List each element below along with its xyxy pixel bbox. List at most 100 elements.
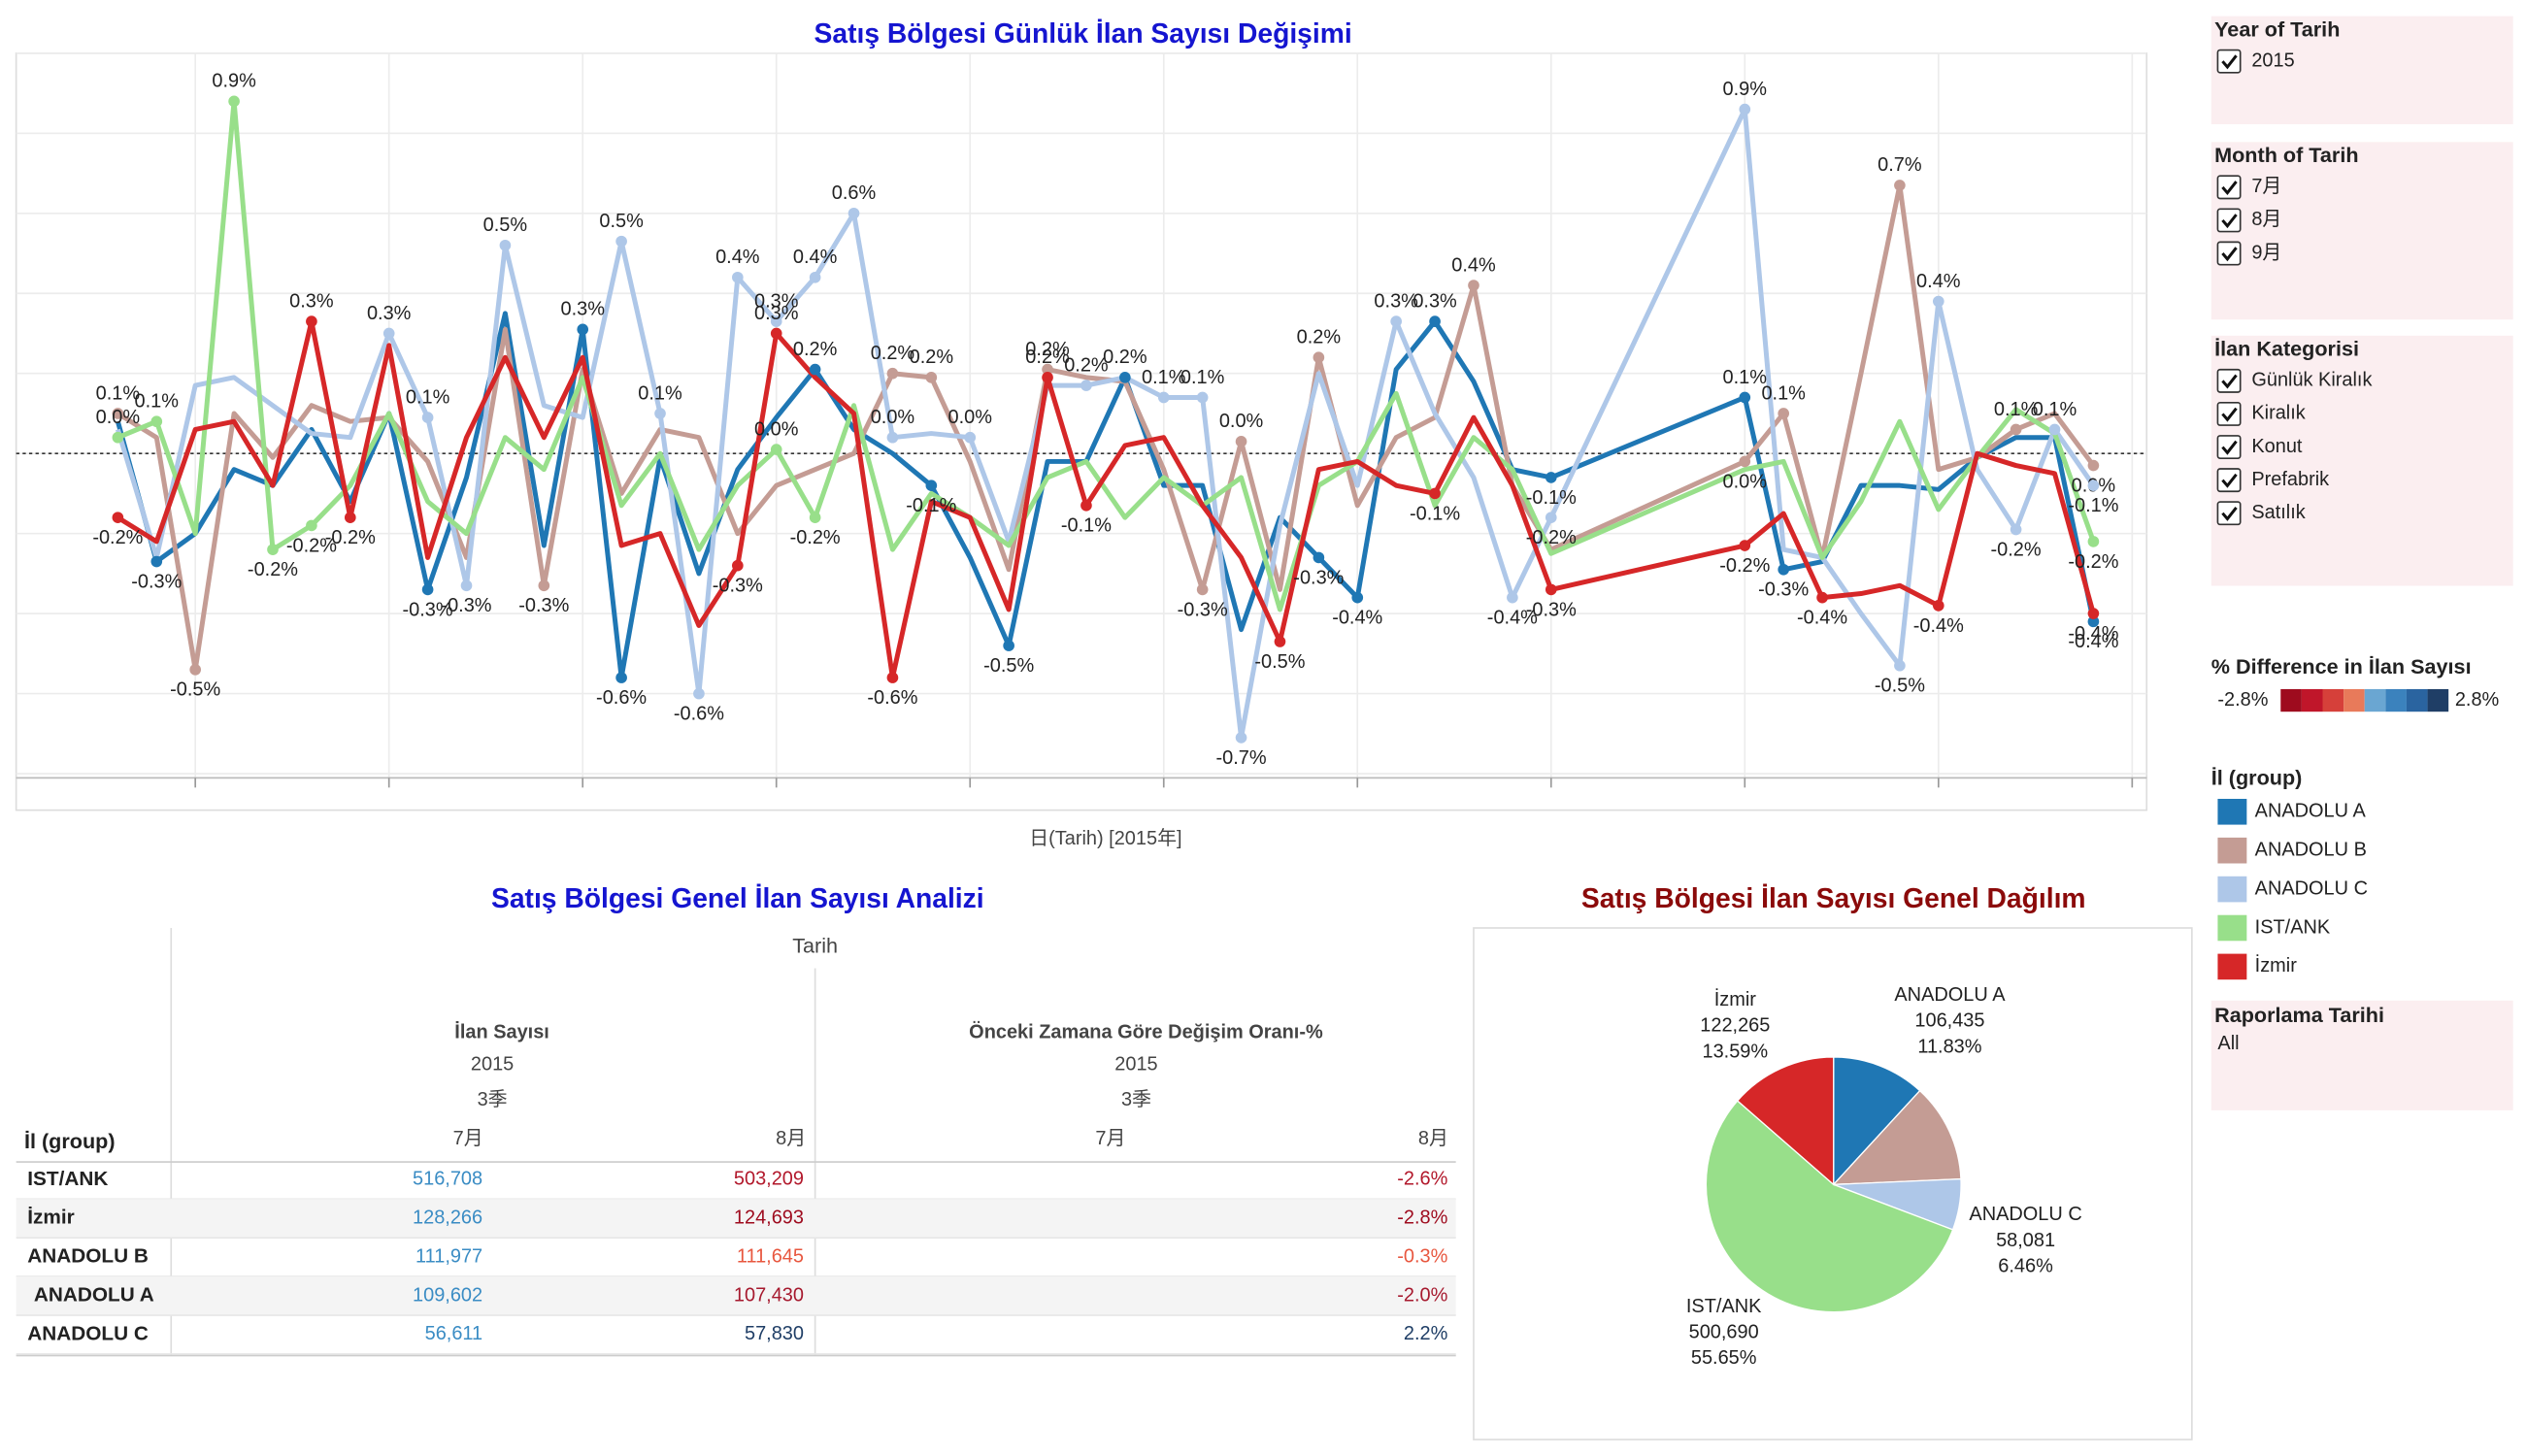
data-label: 0.3% xyxy=(367,303,412,324)
checkbox[interactable] xyxy=(2216,435,2242,460)
data-label: 0.0% xyxy=(1723,471,1768,492)
checkbox[interactable] xyxy=(2216,208,2242,233)
data-label: -0.5% xyxy=(1254,651,1305,673)
filter-item[interactable]: 2015 xyxy=(2251,50,2294,71)
filter-box xyxy=(2210,335,2513,586)
data-point xyxy=(112,408,124,419)
data-label: 0.1% xyxy=(1723,367,1768,388)
data-label: -0.2% xyxy=(286,535,337,556)
data-point xyxy=(1468,280,1479,291)
data-point xyxy=(886,672,899,683)
cell-value: 516,708 xyxy=(413,1169,482,1190)
data-point xyxy=(112,512,124,523)
data-label: 0.2% xyxy=(1297,327,1342,348)
legend-swatch xyxy=(2217,914,2247,942)
data-label: -0.2% xyxy=(1526,527,1577,548)
cell-value: 107,430 xyxy=(734,1284,804,1306)
data-point xyxy=(2087,480,2100,491)
cell-value: 124,693 xyxy=(734,1208,804,1229)
pie-label-value: 58,081 xyxy=(1996,1230,2055,1251)
row-name: IST/ANK xyxy=(27,1168,108,1190)
data-label: 0.1% xyxy=(96,382,141,404)
data-label: 0.2% xyxy=(871,343,915,364)
data-point xyxy=(1739,103,1751,116)
pie-label-name: İzmir xyxy=(1714,988,1757,1010)
filter-value[interactable]: All xyxy=(2217,1033,2239,1054)
pie-label-value: 106,435 xyxy=(1914,1010,1984,1032)
data-label: 0.3% xyxy=(754,290,799,312)
checkbox[interactable] xyxy=(2216,368,2242,393)
data-label: -0.2% xyxy=(2068,551,2118,573)
data-point xyxy=(499,239,512,251)
data-label: 0.4% xyxy=(1451,254,1496,276)
data-point xyxy=(886,431,899,444)
data-point xyxy=(421,583,434,596)
filter-item[interactable]: 9月 xyxy=(2251,242,2281,263)
data-label: 0.1% xyxy=(2033,399,2077,420)
x-axis-label: 日(Tarih) [2015年] xyxy=(1029,827,1181,849)
data-label: 0.0% xyxy=(96,407,141,428)
data-point xyxy=(1196,391,1209,404)
filter-title: Year of Tarih xyxy=(2214,17,2340,41)
checkbox[interactable] xyxy=(2216,49,2242,74)
data-label: -0.5% xyxy=(983,655,1034,677)
cell-value: 503,209 xyxy=(734,1169,804,1190)
data-label: 0.7% xyxy=(1878,154,1922,176)
data-point xyxy=(382,327,395,340)
filter-item[interactable]: Günlük Kiralık xyxy=(2251,370,2372,391)
filter-item[interactable]: 8月 xyxy=(2251,209,2281,230)
checkbox[interactable] xyxy=(2216,468,2242,493)
filter-title: Raporlama Tarihi xyxy=(2214,1003,2384,1027)
filter-item[interactable]: 7月 xyxy=(2251,176,2281,197)
data-label: -0.1% xyxy=(1410,503,1460,524)
filter-box xyxy=(2210,16,2513,125)
filter-item[interactable]: Satılık xyxy=(2251,502,2305,523)
data-label: -0.3% xyxy=(713,576,763,597)
data-label: -0.3% xyxy=(1526,599,1577,620)
filter-item[interactable]: Kiralık xyxy=(2251,403,2305,424)
data-label: 0.2% xyxy=(1025,339,1070,360)
data-label: 0.2% xyxy=(1103,347,1147,368)
checkmark xyxy=(2221,374,2238,389)
cell-change: -0.3% xyxy=(1397,1245,1447,1267)
color-legend-max: 2.8% xyxy=(2455,689,2500,711)
data-point xyxy=(1778,563,1790,576)
pie-label-value: 500,690 xyxy=(1689,1322,1759,1343)
data-point xyxy=(344,512,356,523)
data-point xyxy=(964,431,977,444)
data-label: -0.4% xyxy=(2068,623,2118,645)
data-label: -0.2% xyxy=(1719,555,1770,577)
data-point xyxy=(2010,523,2022,536)
data-point xyxy=(1894,180,1906,191)
legend-swatch xyxy=(2217,953,2247,980)
data-point xyxy=(654,408,666,419)
data-point xyxy=(1157,391,1170,404)
data-label: -0.6% xyxy=(674,703,724,724)
data-point xyxy=(112,431,124,444)
data-point xyxy=(228,95,240,108)
data-point xyxy=(732,559,744,572)
data-point xyxy=(1080,499,1092,512)
legend-swatch xyxy=(2217,837,2247,864)
data-label: -0.2% xyxy=(325,527,376,548)
filter-item[interactable]: Prefabrik xyxy=(2251,469,2329,490)
data-label: 0.5% xyxy=(599,211,644,232)
checkbox[interactable] xyxy=(2216,175,2242,200)
data-point xyxy=(1932,600,1944,612)
data-point xyxy=(1739,391,1751,404)
data-point xyxy=(1739,455,1751,468)
data-point xyxy=(1932,295,1944,308)
checkbox[interactable] xyxy=(2216,401,2242,426)
data-label: 0.2% xyxy=(793,339,838,360)
data-point xyxy=(1351,591,1364,604)
data-point xyxy=(2087,459,2100,472)
data-label: 0.0% xyxy=(871,407,915,428)
checkbox[interactable] xyxy=(2216,501,2242,526)
data-point xyxy=(150,555,163,568)
series-line xyxy=(115,107,2096,741)
filter-item[interactable]: Konut xyxy=(2251,436,2303,457)
pie-slice xyxy=(1705,1100,1954,1313)
checkbox[interactable] xyxy=(2216,241,2242,266)
data-label: -0.5% xyxy=(170,679,220,701)
data-label: -0.4% xyxy=(2068,631,2118,652)
